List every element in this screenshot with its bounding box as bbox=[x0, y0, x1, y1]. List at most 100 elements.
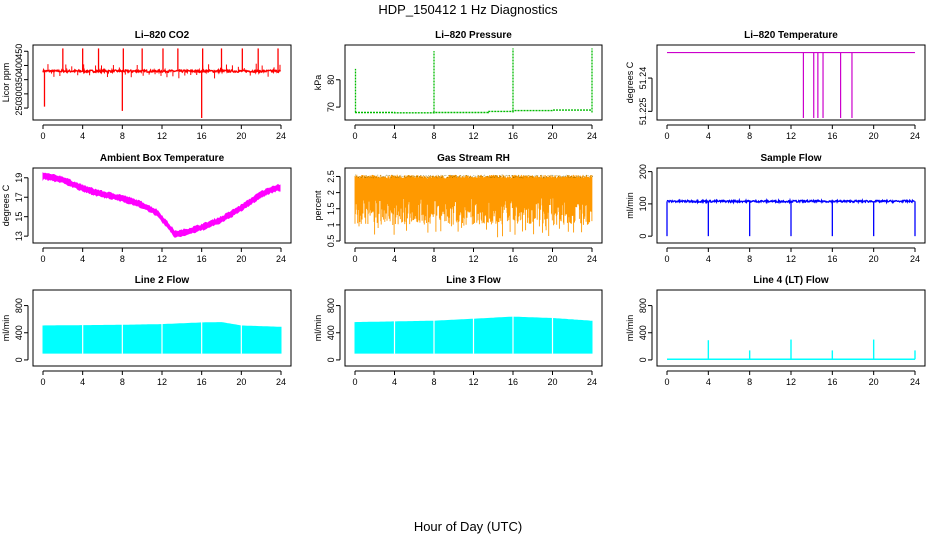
x-tick-label: 8 bbox=[120, 377, 125, 387]
rh-dots bbox=[514, 176, 517, 178]
x-tick-label: 0 bbox=[664, 377, 669, 387]
x-tick-label: 20 bbox=[547, 377, 557, 387]
rh-dots bbox=[384, 174, 387, 178]
rh-dots bbox=[565, 175, 567, 177]
panel-p4: Ambient Box Temperature degrees C 0 4 8 12 16 2… bbox=[1, 153, 292, 264]
rh-dots bbox=[523, 175, 526, 178]
rh-dots bbox=[374, 174, 376, 177]
y-tick-label: 250 bbox=[14, 101, 24, 116]
x-axis: 0 4 8 12 16 20 24 bbox=[352, 247, 597, 264]
series-p8 bbox=[354, 315, 593, 354]
rh-dots bbox=[572, 176, 575, 178]
x-axis: 0 4 8 12 16 20 24 bbox=[664, 370, 920, 387]
rh-dots bbox=[424, 175, 427, 178]
rh-dots bbox=[406, 175, 409, 178]
rh-dots bbox=[550, 174, 553, 176]
rh-dots bbox=[378, 175, 381, 178]
x-tick-label: 4 bbox=[392, 377, 397, 387]
x-tick-label: 16 bbox=[827, 131, 837, 141]
x-axis: 0 4 8 12 16 20 24 bbox=[352, 124, 597, 141]
rh-dots bbox=[403, 175, 406, 178]
rh-dots bbox=[489, 177, 492, 179]
y-axis-label: degrees C bbox=[625, 61, 635, 103]
rh-dots bbox=[482, 174, 485, 177]
rh-dots bbox=[412, 175, 415, 177]
rh-dots bbox=[532, 176, 535, 179]
x-tick-label: 0 bbox=[352, 131, 357, 141]
rh-dots bbox=[366, 176, 369, 178]
rh-dots bbox=[356, 175, 359, 177]
panel-title: Li–820 CO2 bbox=[135, 30, 190, 41]
rh-dots bbox=[548, 175, 551, 177]
rh-dots bbox=[582, 175, 585, 178]
x-tick-label: 16 bbox=[827, 254, 837, 264]
x-tick-label: 4 bbox=[80, 131, 85, 141]
x-tick-label: 4 bbox=[392, 254, 397, 264]
y-tick-label: 0 bbox=[638, 234, 648, 239]
rh-dots bbox=[457, 175, 459, 178]
rh-dots bbox=[566, 174, 569, 178]
rh-dots bbox=[504, 174, 507, 178]
rh-dots bbox=[414, 176, 416, 178]
y-tick-label: 400 bbox=[326, 325, 336, 340]
x-tick-label: 24 bbox=[910, 377, 920, 387]
rh-dots bbox=[541, 174, 544, 178]
rh-dots bbox=[397, 175, 400, 179]
rh-dots bbox=[539, 174, 542, 177]
x-tick-label: 4 bbox=[706, 254, 711, 264]
x-tick-label: 4 bbox=[706, 131, 711, 141]
rh-dots bbox=[388, 175, 391, 177]
x-tick-label: 12 bbox=[157, 131, 167, 141]
rh-dots bbox=[505, 175, 508, 178]
x-tick-label: 12 bbox=[157, 254, 167, 264]
rh-dots bbox=[584, 175, 587, 177]
rh-dots bbox=[422, 174, 425, 177]
rh-dots bbox=[359, 175, 362, 178]
y-axis-label: percent bbox=[313, 190, 323, 221]
rh-dots bbox=[473, 174, 476, 177]
x-axis: 0 4 8 12 16 20 24 bbox=[664, 124, 920, 141]
rh-dots bbox=[471, 175, 474, 178]
plot-frame bbox=[344, 167, 603, 244]
rh-dots bbox=[517, 175, 520, 178]
x-tick-label: 16 bbox=[508, 254, 518, 264]
rh-dots bbox=[443, 174, 446, 177]
rh-dots bbox=[507, 175, 510, 177]
x-tick-label: 0 bbox=[40, 254, 45, 264]
x-tick-label: 12 bbox=[786, 377, 796, 387]
rh-dots bbox=[396, 176, 399, 178]
rh-dots bbox=[452, 175, 455, 178]
y-axis-label: ml/min bbox=[313, 315, 323, 342]
y-axis-label: ml/min bbox=[625, 192, 635, 219]
panel-title: Li–820 Pressure bbox=[435, 30, 512, 41]
rh-dots bbox=[360, 176, 363, 178]
rh-dots bbox=[421, 176, 424, 179]
rh-dots bbox=[510, 175, 513, 178]
x-tick-label: 0 bbox=[352, 377, 357, 387]
pressure-line bbox=[355, 109, 592, 114]
rh-dots bbox=[427, 174, 430, 179]
rh-dots bbox=[498, 175, 501, 179]
rh-dots bbox=[405, 176, 407, 179]
series-p7 bbox=[42, 321, 282, 354]
x-tick-label: 20 bbox=[869, 377, 879, 387]
panel-p2: Li–820 Pressure kPa 0 4 8 12 16 20 24 70 80 bbox=[313, 30, 603, 141]
x-tick-label: 16 bbox=[197, 254, 207, 264]
y-tick-label: 1.5 bbox=[326, 202, 336, 215]
x-tick-label: 12 bbox=[157, 377, 167, 387]
rh-dots bbox=[363, 175, 366, 178]
x-tick-label: 0 bbox=[40, 377, 45, 387]
rh-dots bbox=[575, 175, 578, 178]
rh-dots bbox=[371, 176, 373, 179]
rh-trace bbox=[354, 174, 593, 238]
rh-dots bbox=[547, 175, 550, 177]
x-tick-label: 20 bbox=[547, 131, 557, 141]
co2-line bbox=[42, 67, 282, 75]
rh-dots bbox=[462, 175, 465, 178]
rh-dots bbox=[508, 174, 511, 176]
figure-title: HDP_150412 1 Hz Diagnostics bbox=[378, 2, 558, 17]
rh-dots bbox=[446, 176, 449, 178]
rh-dots bbox=[585, 174, 588, 177]
rh-dots bbox=[391, 175, 394, 177]
